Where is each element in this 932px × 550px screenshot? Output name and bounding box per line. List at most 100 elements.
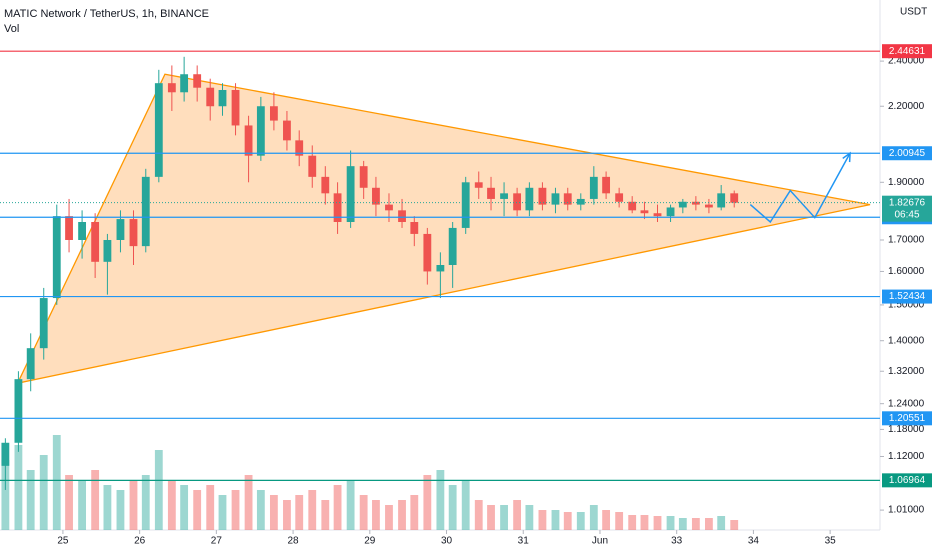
candle-body (410, 222, 419, 234)
level-label: 1.52434 (889, 291, 926, 302)
volume-bar (500, 505, 508, 530)
countdown-label: 06:45 (894, 209, 919, 220)
candle-body (538, 187, 547, 205)
candle-body (206, 87, 215, 107)
candle-body (141, 176, 150, 247)
volume-bar (116, 490, 125, 530)
volume-bar (295, 495, 304, 530)
volume-bar (513, 500, 522, 530)
volume-bar (346, 480, 355, 530)
candle-body (359, 166, 368, 188)
last-price-label: 1.82676 (889, 197, 926, 208)
candle-body (65, 216, 73, 240)
candle-body (513, 193, 522, 211)
volume-bar (730, 520, 739, 530)
x-tick-label: 28 (288, 536, 300, 547)
candle-body (589, 176, 598, 199)
candle-body (231, 89, 240, 126)
volume-bar (52, 435, 61, 530)
volume-bar (193, 490, 202, 530)
level-label-box (882, 473, 932, 488)
volume-bar (717, 516, 726, 530)
volume-bar (256, 490, 265, 530)
volume-bar (436, 470, 445, 530)
volume-bar (14, 445, 23, 530)
volume-bar (154, 450, 163, 530)
volume-bar (321, 500, 330, 530)
candle-body (704, 204, 713, 208)
volume-bar (678, 518, 687, 530)
x-tick-label: 27 (211, 536, 223, 547)
x-tick-label: 26 (134, 536, 146, 547)
candle-body (308, 155, 317, 177)
volume-bar (103, 485, 112, 530)
level-label-box (882, 289, 932, 304)
volume-bar (269, 495, 278, 530)
candle-body (385, 204, 393, 211)
x-tick-label: 35 (825, 536, 837, 547)
level-label: 2.00945 (889, 148, 926, 159)
volume-bar (410, 495, 419, 530)
volume-label: Vol (4, 23, 19, 35)
candle-body (256, 106, 265, 156)
y-tick-label: 1.60000 (888, 266, 925, 277)
candle-body (116, 219, 125, 240)
volume-bar (666, 516, 675, 530)
level-label-box (882, 146, 932, 161)
chart-title: MATIC Network / TetherUS, 1h, BINANCE (4, 8, 209, 20)
volume-bar (615, 512, 624, 530)
y-tick-label: 1.18000 (888, 424, 925, 435)
candle-body (78, 222, 87, 240)
volume-bar (461, 480, 470, 530)
candle-body (717, 193, 726, 208)
volume-bar (141, 475, 150, 530)
level-label: 1.20551 (889, 413, 926, 424)
volume-bar (283, 500, 291, 530)
candle-body (1, 442, 10, 466)
volume-bar (231, 490, 240, 530)
candle-body (615, 193, 624, 202)
x-tick-label: Jun (592, 536, 608, 547)
x-tick-label: 25 (57, 536, 69, 547)
volume-bar (26, 470, 35, 530)
candle-body (398, 210, 406, 223)
volume-bar (640, 515, 649, 530)
volume-bar (385, 505, 393, 530)
x-tick-label: 30 (441, 536, 453, 547)
candle-body (691, 201, 700, 205)
candle-body (436, 265, 445, 272)
volume-bar (206, 485, 215, 530)
x-tick-label: 29 (364, 536, 376, 547)
y-tick-label: 1.50000 (888, 300, 925, 311)
candle-body (321, 176, 330, 194)
y-tick-label: 1.32000 (888, 366, 925, 377)
candle-body (551, 193, 560, 205)
y-tick-label: 1.90000 (888, 177, 925, 188)
candle-body (346, 166, 355, 223)
volume-bar (129, 480, 138, 530)
volume-bar (65, 475, 73, 530)
candle-body (423, 233, 432, 272)
currency-label: USDT (900, 7, 927, 18)
candle-body (269, 106, 278, 121)
volume-bar (551, 510, 560, 530)
candle-body (448, 227, 457, 265)
volume-bar (576, 512, 585, 530)
candle-body (91, 222, 100, 262)
candle-body (525, 187, 534, 211)
y-tick-label: 2.40000 (888, 56, 925, 67)
volume-bar (167, 480, 176, 530)
y-tick-label: 1.24000 (888, 398, 925, 409)
candle-body (602, 176, 611, 194)
candle-body (487, 187, 495, 199)
volume-bar (691, 518, 700, 530)
volume-bar (474, 500, 483, 530)
volume-bar (333, 485, 342, 530)
marks (0, 50, 880, 530)
y-tick-label: 2.20000 (888, 101, 925, 112)
volume-bar (538, 510, 547, 530)
volume-bar (563, 512, 572, 530)
candle-body (154, 83, 163, 177)
x-tick-label: 34 (748, 536, 760, 547)
candle-body (461, 182, 470, 228)
